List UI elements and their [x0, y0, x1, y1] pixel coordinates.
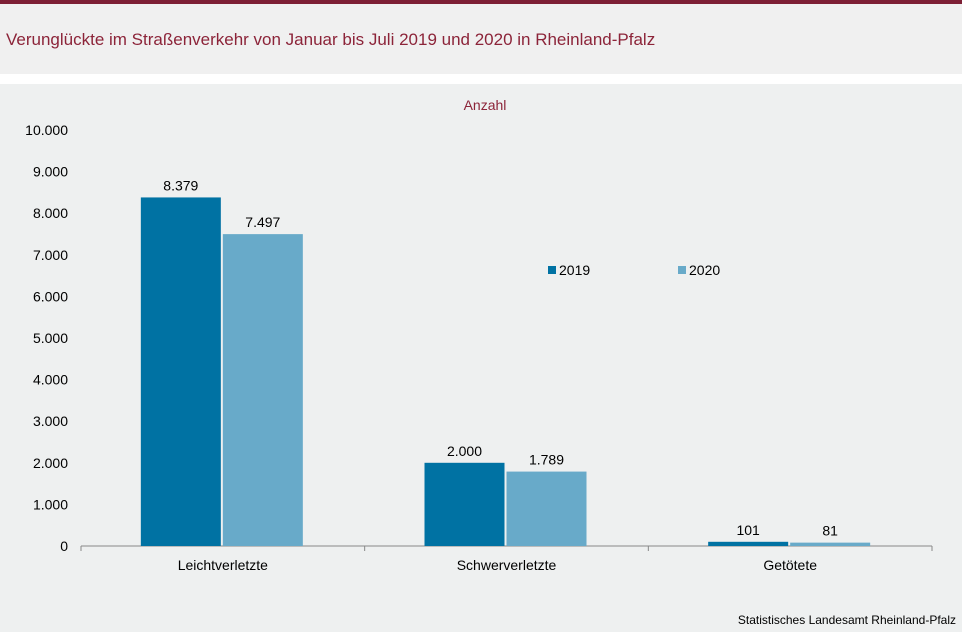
bar-2020-schwerverletzte	[506, 471, 587, 546]
x-category-label: Schwerverletzte	[457, 557, 557, 573]
legend-label-2019: 2019	[559, 262, 590, 278]
y-tick-label: 0	[60, 538, 68, 554]
data-label: 8.379	[163, 177, 198, 193]
data-label: 7.497	[245, 214, 280, 230]
y-tick-label: 1.000	[33, 496, 68, 512]
legend-swatch-2020	[678, 266, 686, 274]
y-tick-label: 5.000	[33, 330, 68, 346]
x-category-label: Leichtverletzte	[178, 557, 268, 573]
bar-2019-schwerverletzte	[424, 462, 505, 546]
y-tick-label: 10.000	[25, 122, 68, 138]
y-tick-label: 7.000	[33, 247, 68, 263]
bar-2020-getötete	[790, 542, 871, 546]
y-axis-label: Anzahl	[464, 97, 507, 113]
x-category-label: Getötete	[763, 557, 817, 573]
bar-2019-leichtverletzte	[140, 197, 221, 546]
y-tick-label: 2.000	[33, 455, 68, 471]
y-tick-label: 6.000	[33, 288, 68, 304]
data-label: 1.789	[529, 452, 564, 468]
chart-area: Anzahl 0 1.000 2.000 3.000 4.000 5.000 6.000 7.0…	[0, 84, 962, 632]
y-tick-label: 4.000	[33, 372, 68, 388]
data-label: 101	[736, 522, 760, 538]
y-tick-label: 8.000	[33, 205, 68, 221]
bar-chart: Anzahl 0 1.000 2.000 3.000 4.000 5.000 6.000 7.0…	[25, 97, 933, 573]
legend-swatch-2019	[548, 266, 556, 274]
data-label: 2.000	[447, 443, 482, 459]
top-accent-bar	[0, 0, 962, 4]
y-tick-label: 3.000	[33, 413, 68, 429]
chart-title: Verunglückte im Straßenverkehr von Janua…	[6, 30, 656, 49]
bar-2020-leichtverletzte	[222, 234, 303, 546]
data-label: 81	[822, 523, 838, 539]
legend-label-2020: 2020	[689, 262, 720, 278]
bar-2019-getötete	[708, 541, 789, 546]
y-tick-label: 9.000	[33, 164, 68, 180]
source-note: Statistisches Landesamt Rheinland-Pfalz	[737, 613, 956, 627]
chart-header: Verunglückte im Straßenverkehr von Janua…	[0, 4, 962, 74]
